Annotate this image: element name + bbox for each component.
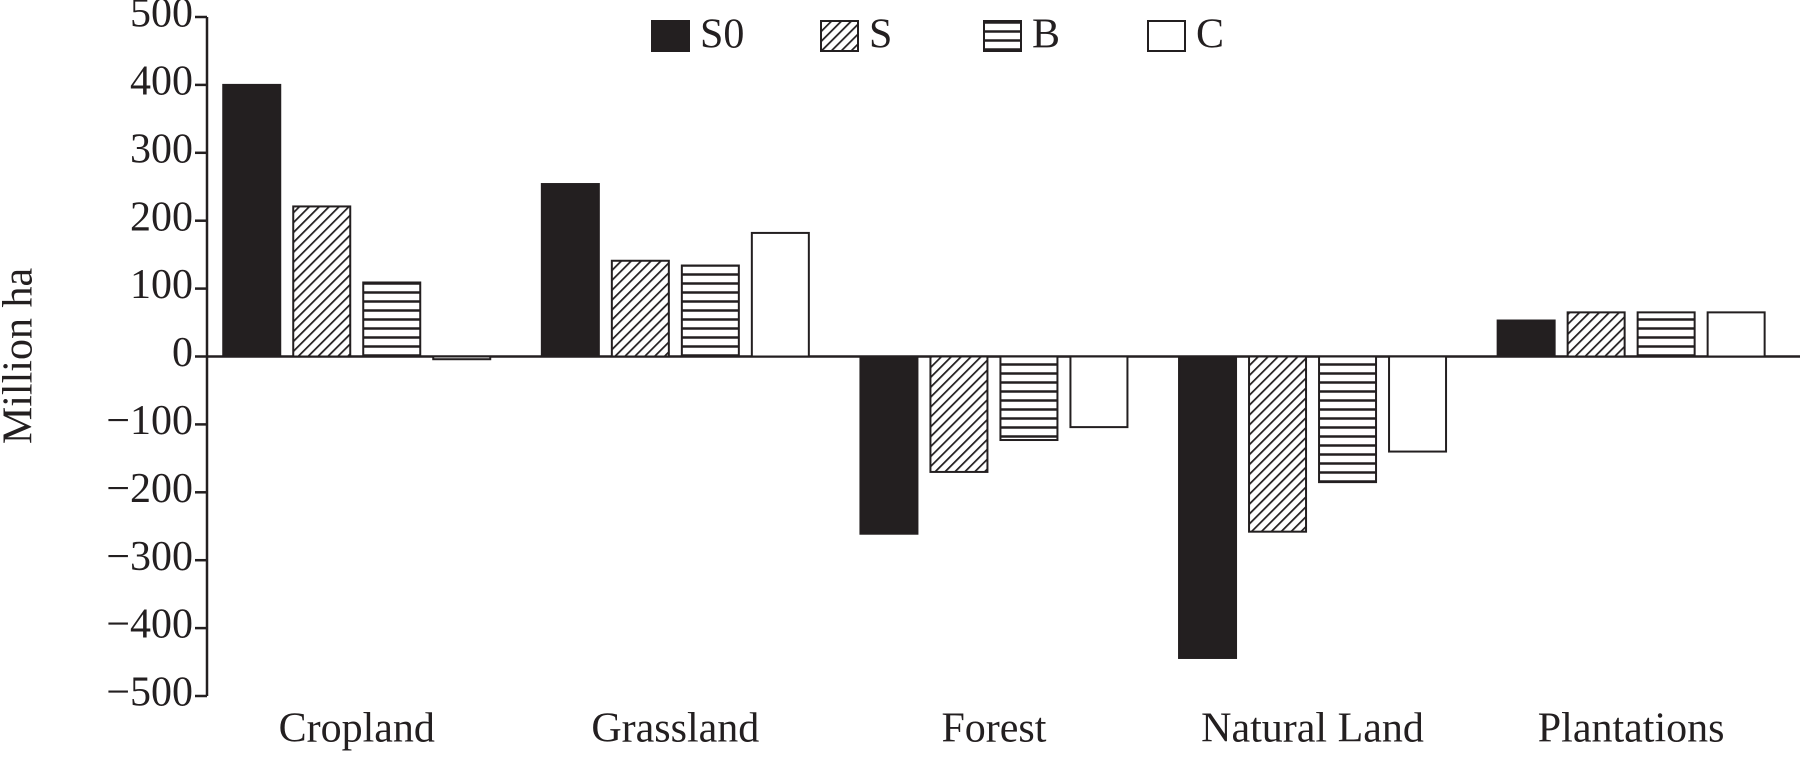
- bar: [680, 264, 740, 358]
- y-axis-title: Million ha: [0, 268, 42, 445]
- bar: [1566, 311, 1626, 358]
- bar: [999, 355, 1059, 442]
- legend-swatch: [983, 20, 1022, 52]
- y-tick-label: 200: [130, 194, 193, 240]
- legend-label: S: [869, 12, 892, 58]
- y-tick-label: 0: [172, 330, 193, 376]
- legend-swatch: [1147, 20, 1186, 52]
- bar: [1706, 311, 1766, 358]
- bar: [432, 355, 492, 361]
- bar: [1318, 355, 1378, 484]
- x-tick-label: Cropland: [279, 706, 435, 752]
- bar: [292, 205, 352, 358]
- legend-swatch: [651, 20, 690, 52]
- y-tick-label: 300: [130, 126, 193, 172]
- x-tick-label: Grassland: [591, 706, 759, 752]
- bar: [1178, 355, 1238, 659]
- bar: [222, 83, 282, 358]
- bar: [362, 281, 422, 358]
- bar: [1248, 355, 1308, 533]
- bar: [1388, 355, 1448, 453]
- bar: [1496, 319, 1556, 358]
- y-tick-label: 400: [130, 59, 193, 105]
- legend-label: B: [1032, 12, 1060, 58]
- y-tick-label: 500: [130, 0, 193, 37]
- bar: [540, 183, 600, 358]
- legend-label: C: [1196, 12, 1224, 58]
- y-tick-label: −400: [106, 602, 193, 648]
- legend-label: S0: [700, 12, 744, 58]
- legend-swatch: [820, 20, 859, 52]
- bar: [859, 355, 919, 535]
- bar: [929, 355, 989, 473]
- bar: [1069, 355, 1129, 429]
- x-tick-label: Natural Land: [1201, 706, 1424, 752]
- bar: [610, 259, 670, 358]
- bar: [750, 231, 810, 358]
- y-tick-label: −300: [106, 534, 193, 580]
- x-tick-label: Forest: [941, 706, 1046, 752]
- bar: [1636, 311, 1696, 358]
- y-tick-label: −500: [106, 670, 193, 716]
- y-tick-label: 100: [130, 262, 193, 308]
- y-tick-label: −100: [106, 398, 193, 444]
- y-tick-label: −200: [106, 466, 193, 512]
- x-tick-label: Plantations: [1538, 706, 1725, 752]
